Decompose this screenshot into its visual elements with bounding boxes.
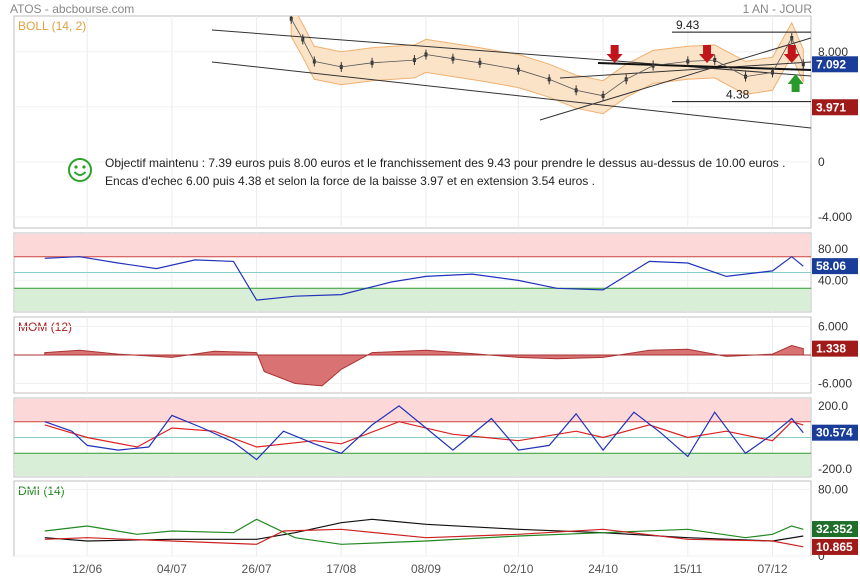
- x-tick-label: 26/07: [242, 562, 272, 576]
- cci-over-zone: [15, 399, 810, 422]
- cci-badge: 30.574: [816, 426, 853, 440]
- y-tick-label: 40.00: [818, 273, 848, 287]
- bollinger-band: [290, 16, 804, 115]
- dmi-panel-label: DMI (14): [18, 484, 65, 498]
- x-tick-label: 02/10: [503, 562, 533, 576]
- level-annotation: 4.38: [726, 88, 750, 102]
- trend-line: [559, 61, 811, 79]
- x-tick-label: 24/10: [588, 562, 618, 576]
- y-tick-label: 0: [818, 549, 825, 563]
- y-tick-label: -200.0: [818, 462, 852, 476]
- x-tick-label: 07/12: [757, 562, 787, 576]
- level-badge-bg: [812, 99, 858, 116]
- rsi-line: [44, 255, 804, 301]
- comment-line-1: Objectif maintenu : 7.39 euros puis 8.00…: [105, 156, 786, 170]
- dmi-minus-line: [44, 528, 804, 548]
- y-tick-label: 0: [818, 155, 825, 169]
- momentum-area: [44, 344, 804, 387]
- x-tick-label: 15/11: [673, 562, 702, 576]
- mom-badge: 1.338: [816, 342, 846, 356]
- y-tick-label: 80.00: [818, 242, 848, 256]
- price-series-group: [211, 16, 811, 129]
- dmi-minus-badge-bg: [812, 538, 858, 555]
- y-tick-label: 80.00: [818, 482, 848, 496]
- overbought-zone: [15, 234, 810, 257]
- comment-line-2: Encas d'echec 6.00 puis 4.38 et selon la…: [105, 174, 595, 188]
- dmi-minus-badge: 10.865: [816, 540, 853, 554]
- cci-badge-bg: [812, 424, 858, 441]
- trend-line: [211, 61, 811, 129]
- buy-arrow-icon: [787, 74, 804, 92]
- level-badge: 3.971: [816, 100, 846, 114]
- analysis-comment: Objectif maintenu : 7.39 euros puis 8.00…: [105, 154, 805, 190]
- price-badge: 7.092: [816, 57, 846, 71]
- cci-line: [44, 405, 804, 461]
- resistance-line: [597, 62, 811, 71]
- price-panel-label: BOLL (14, 2): [18, 19, 86, 33]
- mom-badge-bg: [812, 340, 858, 357]
- dmi-plus-line: [44, 518, 804, 545]
- y-tick-label: -6.000: [818, 377, 852, 391]
- x-tick-label: 12/06: [72, 562, 102, 576]
- smiley-icon: [68, 158, 92, 182]
- x-tick-label: 08/09: [411, 562, 441, 576]
- y-tick-label: 6.000: [818, 320, 848, 334]
- dmi-adx-line: [44, 518, 804, 542]
- price-candle: [801, 62, 805, 67]
- cci-signal-line: [44, 421, 804, 448]
- sell-arrow-icon: [606, 45, 623, 63]
- oversold-zone: [15, 288, 810, 311]
- dmi-panel-frame: [13, 480, 812, 557]
- dmi-plus-badge: 32.352: [816, 522, 853, 536]
- y-tick-label: -4.000: [818, 210, 852, 224]
- price-candle: [289, 16, 293, 21]
- level-annotation: 9.43: [676, 18, 700, 32]
- rsi-badge: 58.06: [816, 259, 846, 273]
- price-badge-bg: [812, 56, 858, 73]
- cci-under-zone: [15, 453, 810, 476]
- sell-arrow-icon: [783, 45, 800, 63]
- chart-title: ATOS - abcbourse.com: [10, 2, 135, 16]
- trend-line: [539, 37, 811, 121]
- period-label: 1 AN - JOUR: [742, 2, 812, 16]
- x-tick-label: 04/07: [157, 562, 187, 576]
- y-tick-label: 200.0: [818, 399, 848, 413]
- rsi-badge-bg: [812, 258, 858, 275]
- dmi-plus-badge-bg: [812, 521, 858, 538]
- y-tick-label: 8.000: [818, 45, 848, 59]
- price-close-line: [290, 18, 804, 97]
- x-tick-label: 17/08: [326, 562, 356, 576]
- sell-arrow-icon: [699, 45, 716, 63]
